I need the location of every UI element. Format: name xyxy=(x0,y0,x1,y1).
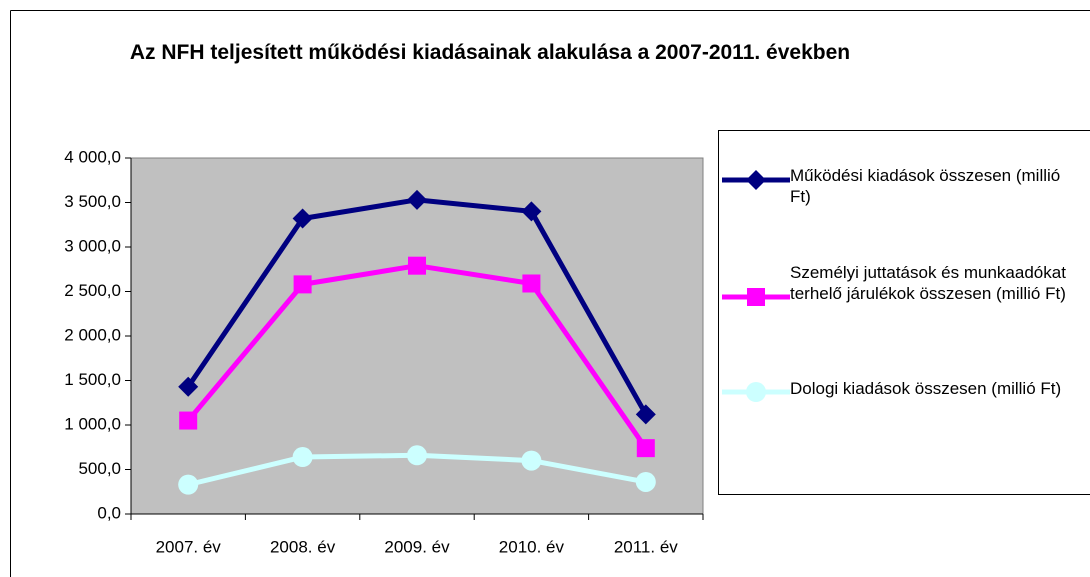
y-tick-label: 2 000,0 xyxy=(64,325,121,344)
y-tick-label: 0,0 xyxy=(97,503,121,522)
x-tick-label: 2010. év xyxy=(499,537,565,556)
marker xyxy=(636,439,655,458)
x-tick-label: 2008. év xyxy=(270,537,336,556)
marker xyxy=(292,447,313,468)
legend-box xyxy=(718,130,1090,495)
x-tick-label: 2009. év xyxy=(384,537,450,556)
y-tick-label: 500,0 xyxy=(78,459,121,478)
marker xyxy=(407,445,427,466)
y-tick-label: 3 000,0 xyxy=(64,236,121,255)
marker xyxy=(522,274,541,293)
marker xyxy=(521,450,542,471)
y-tick-label: 3 500,0 xyxy=(64,192,121,211)
marker xyxy=(178,376,199,397)
marker xyxy=(635,404,656,425)
x-tick-label: 2011. év xyxy=(614,537,678,556)
marker xyxy=(178,474,199,495)
chart-title: Az NFH teljesített működési kiadásainak … xyxy=(129,41,851,64)
marker xyxy=(635,471,656,492)
marker xyxy=(292,208,313,229)
legend-label: Személyi juttatások és munkaadókat terhe… xyxy=(790,263,1066,303)
marker xyxy=(746,382,766,402)
y-tick-label: 4 000,0 xyxy=(64,147,121,166)
marker xyxy=(407,189,427,210)
y-tick-label: 2 500,0 xyxy=(64,281,121,300)
marker xyxy=(521,201,542,222)
marker xyxy=(408,256,426,275)
marker xyxy=(746,170,766,190)
marker xyxy=(747,288,765,306)
legend-label: Dologi kiadások összesen (millió Ft) xyxy=(790,379,1062,398)
legend-label: Működési kiadások összesen (millió Ft) xyxy=(790,166,1061,206)
x-tick-label: 2007. év xyxy=(156,537,222,556)
y-tick-label: 1 000,0 xyxy=(64,414,121,433)
y-tick-label: 1 500,0 xyxy=(64,370,121,389)
marker xyxy=(179,411,198,430)
marker xyxy=(293,275,312,294)
